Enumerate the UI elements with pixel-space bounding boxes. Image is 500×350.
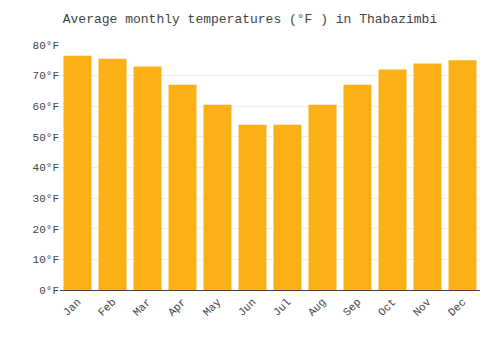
svg-text:Sep: Sep [341, 296, 363, 318]
svg-text:20°F: 20°F [33, 224, 59, 236]
svg-text:May: May [201, 296, 224, 319]
svg-text:80°F: 80°F [33, 40, 59, 52]
svg-text:Feb: Feb [96, 296, 118, 318]
svg-text:40°F: 40°F [33, 162, 59, 174]
svg-text:0°F: 0°F [39, 285, 59, 297]
svg-text:30°F: 30°F [33, 193, 59, 205]
svg-text:10°F: 10°F [33, 254, 59, 266]
svg-text:Oct: Oct [376, 296, 398, 318]
svg-text:Aug: Aug [306, 296, 328, 318]
svg-text:Jun: Jun [236, 296, 258, 318]
svg-text:Apr: Apr [166, 296, 188, 318]
svg-text:70°F: 70°F [33, 70, 59, 82]
svg-text:Mar: Mar [131, 296, 153, 318]
svg-text:Jul: Jul [271, 296, 293, 318]
svg-text:Average monthly temperatures (: Average monthly temperatures (°F ) in Th… [63, 12, 438, 27]
svg-text:50°F: 50°F [33, 132, 59, 144]
svg-text:Nov: Nov [411, 296, 434, 319]
svg-text:Dec: Dec [446, 296, 468, 318]
svg-text:60°F: 60°F [33, 101, 59, 113]
svg-text:Jan: Jan [61, 296, 83, 318]
